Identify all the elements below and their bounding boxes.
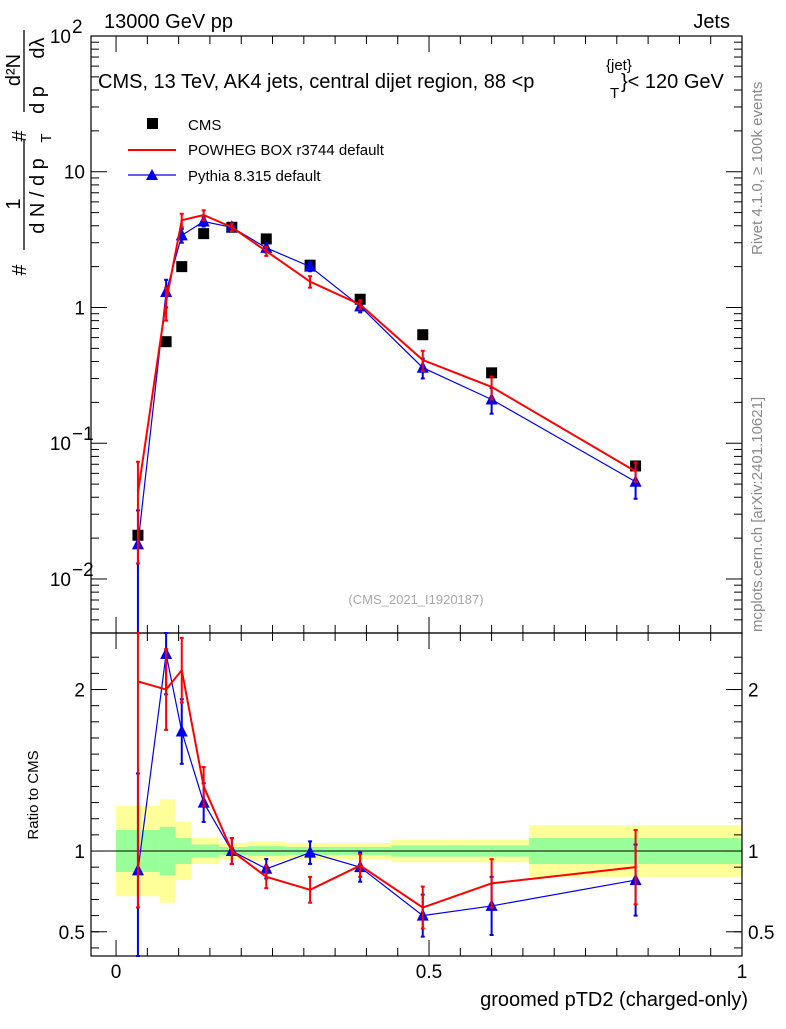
ratio-y-tick-label-left: 0.5 [59, 923, 85, 944]
ratio-axes: 0 0.5 10.5 0.51 12 2 [59, 633, 774, 983]
ylabel-dn-dpt: d N / d p [27, 158, 49, 234]
main-y-tick-label: 1 [74, 298, 85, 319]
main-data-marks [131, 209, 642, 634]
header-energy-label: 13000 GeV pp [104, 11, 233, 33]
ratio-y-tick-label-left: 2 [74, 681, 85, 702]
legend-marker-pythia [146, 169, 158, 180]
pythia-line [137, 220, 636, 545]
analysis-id-watermark: (CMS_2021_I1920187) [348, 592, 483, 607]
title-pt-subscript: T [610, 85, 619, 102]
title-prefix: CMS, 13 TeV, AK4 jets, central dijet reg… [98, 71, 534, 93]
ratio-plot-frame [90, 632, 743, 957]
ratio-y-tick-label-right: 2 [748, 681, 759, 702]
rivet-version-label: Rivet 4.1.0, ≥ 100k events [749, 82, 766, 255]
title-pt-superscript: {jet} [606, 57, 632, 74]
cms-data-point [354, 293, 366, 305]
cms-data-point [260, 233, 272, 245]
x-tick-label: 0.5 [416, 962, 442, 983]
main-y-tick-exponent: −2 [72, 560, 94, 581]
legend-label-cms: CMS [188, 117, 221, 134]
title-text-start: CMS, 13 TeV, AK4 jets, central dijet reg… [98, 71, 523, 93]
main-plot-title: CMS, 13 TeV, AK4 jets, central dijet reg… [98, 57, 725, 102]
ylabel-dpt: d p [27, 86, 49, 114]
cms-data-point [417, 329, 429, 341]
ratio-y-axis-label: Ratio to CMS [25, 750, 42, 839]
ylabel-d2n: d²N [3, 54, 25, 86]
main-y-tick-label: 10 [50, 570, 71, 591]
ylabel-t-subscript: T [38, 133, 55, 142]
legend-label-powheg: POWHEG BOX r3744 default [188, 142, 385, 159]
ratio-y-tick-label-right: 1 [748, 842, 759, 863]
title-pt: p [523, 71, 534, 93]
powheg-line [136, 213, 637, 494]
main-y-tick-label: 10 [64, 163, 85, 184]
main-y-tick-exponent: −1 [72, 424, 94, 445]
ratio-data-marks [131, 632, 642, 957]
x-axis-label: groomed pTD2 (charged-only) [480, 989, 748, 1011]
pythia-point [304, 259, 317, 272]
cms-data-point [160, 336, 172, 348]
legend: CMS POWHEG BOX r3744 default Pythia 8.31… [128, 117, 385, 185]
x-tick-label: 0 [111, 962, 122, 983]
ylabel-dlambda: dλ [27, 37, 49, 58]
header-jets-label: Jets [693, 11, 730, 33]
title-text-end: }< 120 GeV [621, 71, 725, 93]
cms-data-point [198, 228, 210, 240]
pythia-ratio-point [175, 724, 188, 737]
mcplots-label: mcplots.cern.ch [arXiv:2401.10621] [749, 397, 766, 632]
main-y-axis-label: # 1 d N / d p T # d²N d p dλ [3, 30, 55, 276]
cms-data-point [486, 367, 498, 379]
cms-data-point [176, 261, 188, 273]
legend-label-pythia: Pythia 8.315 default [188, 168, 321, 185]
ylabel-hash-2: # [9, 130, 31, 142]
ylabel-one: 1 [3, 198, 25, 209]
main-y-tick-label: 10 [50, 434, 71, 455]
pythia-ratio-point [304, 845, 317, 858]
ratio-y-tick-label-left: 1 [74, 842, 85, 863]
main-y-tick-label: 10 [50, 27, 71, 48]
ylabel-hash-1: # [9, 264, 31, 276]
legend-marker-cms [147, 118, 158, 129]
main-y-tick-exponent: 2 [72, 17, 83, 38]
x-tick-label: 1 [737, 962, 748, 983]
ratio-y-tick-label-right: 0.5 [748, 923, 774, 944]
